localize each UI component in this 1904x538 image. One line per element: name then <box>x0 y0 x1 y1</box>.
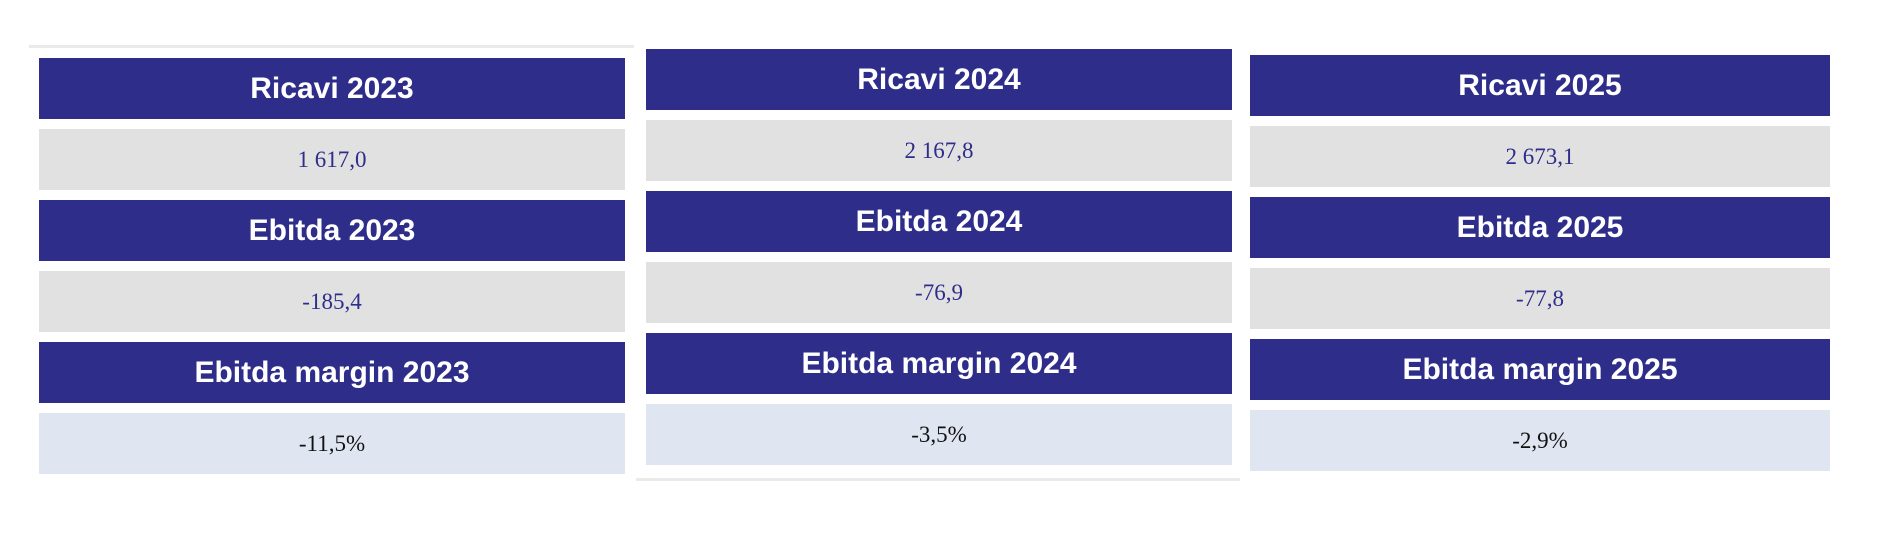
kpi-table: Ricavi 2023 1 617,0 Ebitda 2023 -185,4 Ebitd… <box>39 58 625 484</box>
row-value: -2,9% <box>1250 410 1830 471</box>
row-value: -77,8 <box>1250 268 1830 329</box>
row-header: Ebitda margin 2023 <box>39 342 625 403</box>
divider <box>29 45 634 48</box>
row-value: 2 167,8 <box>646 120 1232 181</box>
row-header: Ebitda 2025 <box>1250 197 1830 258</box>
row-header: Ebitda margin 2025 <box>1250 339 1830 400</box>
row-value: -76,9 <box>646 262 1232 323</box>
kpi-table: Ricavi 2025 2 673,1 Ebitda 2025 -77,8 Ebitda… <box>1250 55 1830 481</box>
kpi-table: Ricavi 2024 2 167,8 Ebitda 2024 -76,9 Ebitda… <box>646 49 1232 475</box>
row-value: -11,5% <box>39 413 625 474</box>
row-value: 2 673,1 <box>1250 126 1830 187</box>
row-header: Ricavi 2023 <box>39 58 625 119</box>
row-value: -3,5% <box>646 404 1232 465</box>
row-value: 1 617,0 <box>39 129 625 190</box>
row-header: Ebitda 2024 <box>646 191 1232 252</box>
row-header: Ricavi 2024 <box>646 49 1232 110</box>
row-header: Ebitda 2023 <box>39 200 625 261</box>
row-header: Ebitda margin 2024 <box>646 333 1232 394</box>
row-header: Ricavi 2025 <box>1250 55 1830 116</box>
divider <box>636 478 1240 481</box>
row-value: -185,4 <box>39 271 625 332</box>
